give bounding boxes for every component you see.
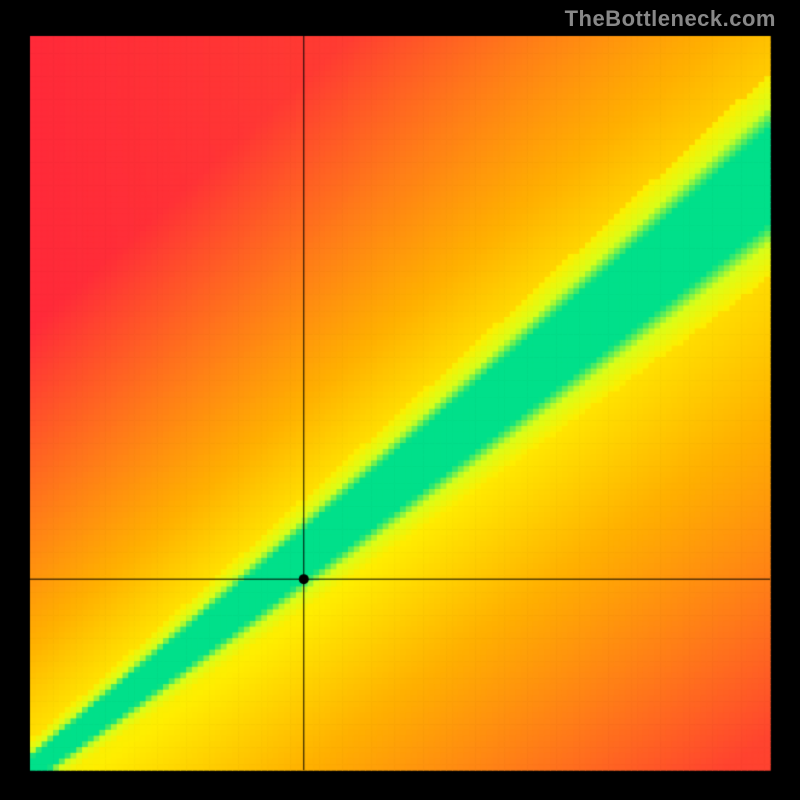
chart-container: TheBottleneck.com: [0, 0, 800, 800]
bottleneck-heatmap-canvas: [0, 0, 800, 800]
watermark-text: TheBottleneck.com: [565, 6, 776, 32]
